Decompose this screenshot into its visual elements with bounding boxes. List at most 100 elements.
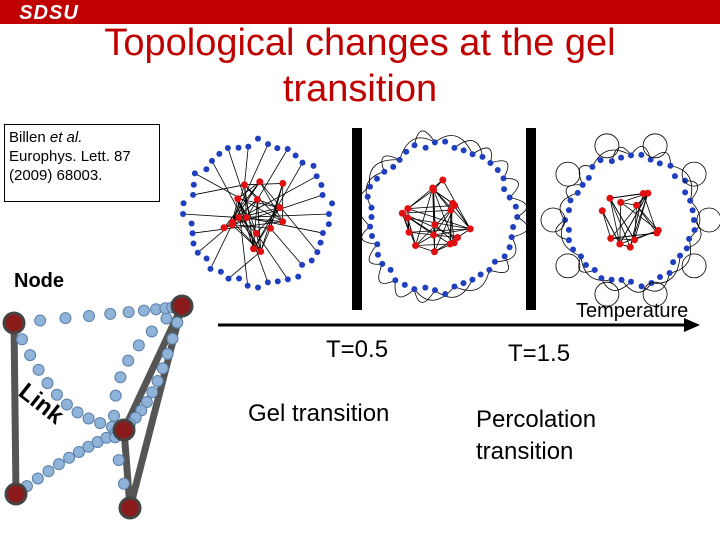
network-node-red <box>654 226 662 234</box>
network-link <box>244 183 283 186</box>
crosslink-node <box>112 418 136 442</box>
network-node-blue <box>403 148 410 155</box>
network-node-blue <box>479 153 486 160</box>
network-node-blue <box>274 145 281 152</box>
network-link <box>246 217 323 234</box>
network-node-red <box>439 176 447 184</box>
network-node-blue <box>477 271 484 278</box>
network-node-blue <box>570 246 577 253</box>
network-node-blue <box>188 220 195 227</box>
network-link <box>237 198 249 286</box>
network-link <box>434 224 455 244</box>
network-link <box>402 212 458 238</box>
network-link <box>432 188 435 252</box>
network-node-blue <box>691 227 698 234</box>
network-node-red <box>446 240 454 248</box>
polymer-bead <box>60 398 73 411</box>
network-node-blue <box>180 200 187 207</box>
network-node-blue <box>579 181 586 188</box>
network-node-red <box>405 228 413 236</box>
network-node-red <box>430 248 438 256</box>
network-loop <box>369 159 400 187</box>
network-node-blue <box>368 204 375 211</box>
network-node-blue <box>666 270 673 277</box>
node-label: Node <box>14 270 64 292</box>
bead-link <box>120 302 186 434</box>
network-node-blue <box>585 174 592 181</box>
network-node-red <box>250 245 258 253</box>
network-link <box>408 228 471 233</box>
network-node-blue <box>313 173 320 180</box>
network-loop <box>434 279 473 298</box>
network-loop <box>681 161 707 187</box>
network-node-blue <box>295 273 302 280</box>
network-node-blue <box>565 226 572 233</box>
network-loop <box>489 256 509 273</box>
network-loop <box>688 200 701 240</box>
network-node-red <box>398 209 406 217</box>
polymer-bead <box>137 304 150 317</box>
network-node-blue <box>501 253 508 260</box>
network-node-blue <box>460 147 467 154</box>
network-node-blue <box>591 266 598 273</box>
network-link <box>609 198 621 245</box>
polymer-bead <box>160 312 173 325</box>
network-node-red <box>632 201 640 209</box>
network-link <box>619 202 622 244</box>
network-node-blue <box>589 163 596 170</box>
polymer-bead <box>41 377 54 390</box>
network-loop <box>642 281 668 307</box>
network-node-blue <box>598 275 605 282</box>
network-node-red <box>240 181 248 189</box>
network-node-blue <box>329 200 336 207</box>
network-link <box>619 229 659 245</box>
network-link <box>210 224 233 270</box>
network-node-red <box>466 225 474 233</box>
network-link <box>183 213 239 218</box>
network-node-blue <box>284 276 291 283</box>
divider-right <box>526 128 536 310</box>
network-loop <box>503 177 519 198</box>
network-link <box>270 228 303 266</box>
network-node-blue <box>686 235 693 242</box>
network-node-blue <box>274 278 281 285</box>
network-node-blue <box>618 154 625 161</box>
network-node-blue <box>638 151 645 158</box>
network-node-red <box>404 205 412 213</box>
network-link <box>415 187 434 246</box>
network-loop <box>696 207 720 233</box>
polymer-bead <box>32 363 45 376</box>
network-node-blue <box>374 175 381 182</box>
citation-journal: Europhys. Lett. 87 <box>9 148 131 165</box>
network-loop <box>494 236 517 263</box>
network-link <box>244 184 283 222</box>
network-node-blue <box>207 265 214 272</box>
network-node-blue <box>319 192 326 199</box>
polymer-bead <box>15 333 28 346</box>
network-node-blue <box>225 275 232 282</box>
network-link <box>610 237 635 241</box>
polymer-bead <box>171 316 184 329</box>
network-link <box>450 210 455 243</box>
network-node-blue <box>299 261 306 268</box>
network-node-blue <box>374 251 381 258</box>
network-node-red <box>598 207 606 215</box>
network-node-blue <box>689 207 696 214</box>
network-loop <box>580 256 612 281</box>
crosslink-node <box>4 482 28 506</box>
network-loop <box>651 255 681 284</box>
network-node-blue <box>255 135 261 142</box>
network-node-blue <box>387 266 394 273</box>
network-node-blue <box>245 143 252 150</box>
network-node-blue <box>235 144 242 151</box>
network-loop <box>381 155 400 172</box>
network-loop <box>641 272 670 292</box>
network-node-blue <box>299 159 306 166</box>
network-node-blue <box>381 168 388 175</box>
network-node-red <box>639 189 647 197</box>
network-link <box>620 202 659 231</box>
network-node-blue <box>190 240 197 247</box>
network-node-blue <box>687 197 694 204</box>
network-node-red <box>234 195 242 203</box>
network-link <box>433 228 471 236</box>
